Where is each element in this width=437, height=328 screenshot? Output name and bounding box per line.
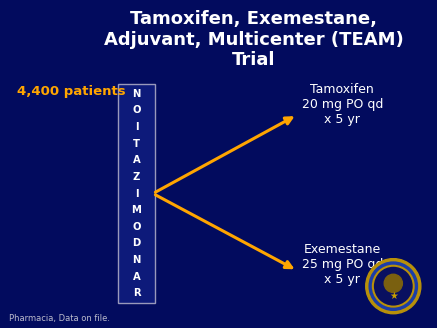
Text: 4,400 patients: 4,400 patients [17, 85, 126, 98]
Text: M: M [132, 205, 142, 215]
Text: Tamoxifen, Exemestane,
Adjuvant, Multicenter (TEAM)
Trial: Tamoxifen, Exemestane, Adjuvant, Multice… [104, 10, 403, 70]
Text: Tamoxifen
20 mg PO qd
x 5 yr: Tamoxifen 20 mg PO qd x 5 yr [302, 83, 383, 127]
Text: Z: Z [133, 172, 140, 182]
Text: Exemestane
25 mg PO qd
x 5 yr: Exemestane 25 mg PO qd x 5 yr [302, 242, 383, 286]
Text: R: R [133, 288, 140, 298]
Text: A: A [133, 155, 140, 165]
Text: O: O [132, 105, 141, 115]
Text: I: I [135, 189, 139, 198]
Circle shape [384, 274, 402, 293]
Circle shape [366, 258, 421, 314]
Text: D: D [132, 238, 141, 249]
Text: Pharmacia, Data on file.: Pharmacia, Data on file. [9, 314, 110, 323]
Text: N: N [132, 89, 141, 99]
Text: A: A [133, 272, 140, 282]
Text: I: I [135, 122, 139, 132]
Text: ★: ★ [389, 291, 398, 301]
Circle shape [373, 266, 414, 307]
Circle shape [369, 262, 417, 310]
Text: O: O [132, 222, 141, 232]
FancyBboxPatch shape [118, 84, 155, 303]
Text: T: T [133, 138, 140, 149]
Text: N: N [132, 255, 141, 265]
